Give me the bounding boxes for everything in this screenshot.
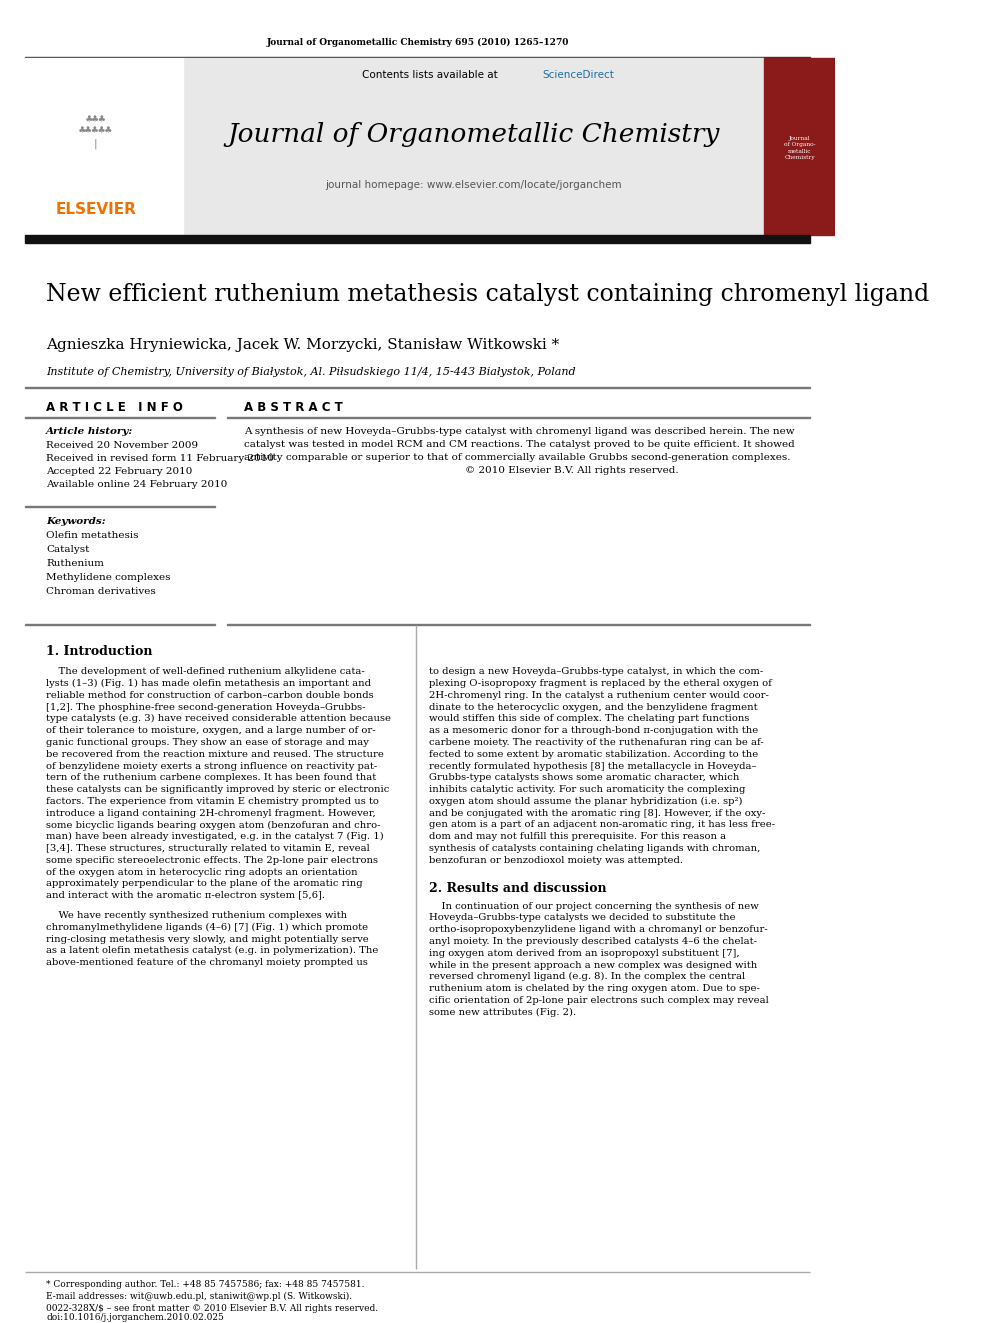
Text: inhibits catalytic activity. For such aromaticity the complexing: inhibits catalytic activity. For such ar… — [430, 785, 746, 794]
Text: recently formulated hypothesis [8] the metallacycle in Hoveyda–: recently formulated hypothesis [8] the m… — [430, 762, 757, 770]
Text: man) have been already investigated, e.g. in the catalyst 7 (Fig. 1): man) have been already investigated, e.g… — [47, 832, 384, 841]
Text: would stiffen this side of complex. The chelating part functions: would stiffen this side of complex. The … — [430, 714, 750, 724]
Text: dinate to the heterocyclic oxygen, and the benzylidene fragment: dinate to the heterocyclic oxygen, and t… — [430, 703, 758, 712]
Text: as a mesomeric donor for a through-bond π-conjugation with the: as a mesomeric donor for a through-bond … — [430, 726, 759, 736]
Bar — [25, 235, 809, 243]
Text: catalyst was tested in model RCM and CM reactions. The catalyst proved to be qui: catalyst was tested in model RCM and CM … — [244, 441, 795, 450]
Text: Received in revised form 11 February 2010: Received in revised form 11 February 201… — [47, 454, 275, 463]
Text: anyl moiety. In the previously described catalysts 4–6 the chelat-: anyl moiety. In the previously described… — [430, 937, 757, 946]
Text: and interact with the aromatic π-electron system [5,6].: and interact with the aromatic π-electro… — [47, 892, 325, 900]
Text: approximately perpendicular to the plane of the aromatic ring: approximately perpendicular to the plane… — [47, 880, 363, 889]
Text: 2. Results and discussion: 2. Results and discussion — [430, 881, 607, 894]
Text: doi:10.1016/j.jorganchem.2010.02.025: doi:10.1016/j.jorganchem.2010.02.025 — [47, 1312, 224, 1322]
Text: tern of the ruthenium carbene complexes. It has been found that: tern of the ruthenium carbene complexes.… — [47, 774, 377, 782]
Text: In continuation of our project concerning the synthesis of new: In continuation of our project concernin… — [430, 902, 759, 910]
Text: Journal of Organometallic Chemistry: Journal of Organometallic Chemistry — [228, 123, 720, 147]
Text: New efficient ruthenium metathesis catalyst containing chromenyl ligand: New efficient ruthenium metathesis catal… — [47, 283, 930, 307]
Text: ganic functional groups. They show an ease of storage and may: ganic functional groups. They show an ea… — [47, 738, 369, 747]
Text: benzofuran or benzodioxol moiety was attempted.: benzofuran or benzodioxol moiety was att… — [430, 856, 683, 865]
Text: ruthenium atom is chelated by the ring oxygen atom. Due to spe-: ruthenium atom is chelated by the ring o… — [430, 984, 760, 994]
Text: A B S T R A C T: A B S T R A C T — [244, 401, 343, 414]
Text: reliable method for construction of carbon–carbon double bonds: reliable method for construction of carb… — [47, 691, 374, 700]
Text: cific orientation of 2p-lone pair electrons such complex may reveal: cific orientation of 2p-lone pair electr… — [430, 996, 769, 1005]
Text: Ruthenium: Ruthenium — [47, 560, 104, 568]
Text: Accepted 22 February 2010: Accepted 22 February 2010 — [47, 467, 192, 476]
Bar — [764, 58, 835, 235]
Text: reversed chromenyl ligand (e.g. 8). In the complex the central: reversed chromenyl ligand (e.g. 8). In t… — [430, 972, 745, 982]
Text: ELSEVIER: ELSEVIER — [56, 202, 136, 217]
Text: A R T I C L E   I N F O: A R T I C L E I N F O — [47, 401, 184, 414]
Text: some new attributes (Fig. 2).: some new attributes (Fig. 2). — [430, 1008, 576, 1017]
Text: factors. The experience from vitamin E chemistry prompted us to: factors. The experience from vitamin E c… — [47, 796, 379, 806]
Text: Hoveyda–Grubbs-type catalysts we decided to substitute the: Hoveyda–Grubbs-type catalysts we decided… — [430, 913, 736, 922]
Text: fected to some extent by aromatic stabilization. According to the: fected to some extent by aromatic stabil… — [430, 750, 759, 758]
Text: ring-closing metathesis very slowly, and might potentially serve: ring-closing metathesis very slowly, and… — [47, 934, 369, 943]
Text: as a latent olefin metathesis catalyst (e.g. in polymerization). The: as a latent olefin metathesis catalyst (… — [47, 946, 379, 955]
Text: while in the present approach a new complex was designed with: while in the present approach a new comp… — [430, 960, 758, 970]
Text: synthesis of catalysts containing chelating ligands with chroman,: synthesis of catalysts containing chelat… — [430, 844, 761, 853]
Text: of their tolerance to moisture, oxygen, and a large number of or-: of their tolerance to moisture, oxygen, … — [47, 726, 376, 736]
Text: dom and may not fulfill this prerequisite. For this reason a: dom and may not fulfill this prerequisit… — [430, 832, 726, 841]
Text: these catalysts can be significantly improved by steric or electronic: these catalysts can be significantly imp… — [47, 785, 390, 794]
Text: © 2010 Elsevier B.V. All rights reserved.: © 2010 Elsevier B.V. All rights reserved… — [244, 466, 679, 475]
Text: Received 20 November 2009: Received 20 November 2009 — [47, 442, 198, 450]
Text: Article history:: Article history: — [47, 427, 134, 437]
Bar — [25, 58, 184, 235]
Text: carbene moiety. The reactivity of the ruthenafuran ring can be af-: carbene moiety. The reactivity of the ru… — [430, 738, 764, 747]
Text: ScienceDirect: ScienceDirect — [543, 70, 615, 79]
Text: A synthesis of new Hoveyda–Grubbs-type catalyst with chromenyl ligand was descri: A synthesis of new Hoveyda–Grubbs-type c… — [244, 427, 795, 437]
Text: Contents lists available at: Contents lists available at — [362, 70, 501, 79]
Text: gen atom is a part of an adjacent non-aromatic ring, it has less free-: gen atom is a part of an adjacent non-ar… — [430, 820, 776, 830]
Text: to design a new Hoveyda–Grubbs-type catalyst, in which the com-: to design a new Hoveyda–Grubbs-type cata… — [430, 667, 764, 676]
Text: Journal of Organometallic Chemistry 695 (2010) 1265–1270: Journal of Organometallic Chemistry 695 … — [266, 37, 568, 46]
Text: some specific stereoelectronic effects. The 2p-lone pair electrons: some specific stereoelectronic effects. … — [47, 856, 378, 865]
Bar — [184, 58, 764, 235]
Text: Institute of Chemistry, University of Białystok, Al. Piłsudskiego 11/4, 15-443 B: Institute of Chemistry, University of Bi… — [47, 366, 576, 377]
Text: ing oxygen atom derived from an isopropoxyl substituent [7],: ing oxygen atom derived from an isopropo… — [430, 949, 740, 958]
Text: lysts (1–3) (Fig. 1) has made olefin metathesis an important and: lysts (1–3) (Fig. 1) has made olefin met… — [47, 679, 371, 688]
Text: Agnieszka Hryniewicka, Jacek W. Morzycki, Stanisław Witkowski *: Agnieszka Hryniewicka, Jacek W. Morzycki… — [47, 337, 559, 352]
Text: be recovered from the reaction mixture and reused. The structure: be recovered from the reaction mixture a… — [47, 750, 384, 758]
Text: 0022-328X/$ – see front matter © 2010 Elsevier B.V. All rights reserved.: 0022-328X/$ – see front matter © 2010 El… — [47, 1304, 378, 1312]
Text: 1. Introduction: 1. Introduction — [47, 646, 153, 658]
Text: Catalyst: Catalyst — [47, 545, 89, 554]
Text: above-mentioned feature of the chromanyl moiety prompted us: above-mentioned feature of the chromanyl… — [47, 958, 368, 967]
Text: Available online 24 February 2010: Available online 24 February 2010 — [47, 480, 228, 490]
Text: chromanylmethylidene ligands (4–6) [7] (Fig. 1) which promote: chromanylmethylidene ligands (4–6) [7] (… — [47, 922, 368, 931]
Text: Journal
of Organo-
metallic
Chemistry: Journal of Organo- metallic Chemistry — [784, 135, 815, 160]
Text: Grubbs-type catalysts shows some aromatic character, which: Grubbs-type catalysts shows some aromati… — [430, 774, 740, 782]
Text: of the oxygen atom in heterocyclic ring adopts an orientation: of the oxygen atom in heterocyclic ring … — [47, 868, 358, 877]
Text: introduce a ligand containing 2H-chromenyl fragment. However,: introduce a ligand containing 2H-chromen… — [47, 808, 376, 818]
Text: type catalysts (e.g. 3) have received considerable attention because: type catalysts (e.g. 3) have received co… — [47, 714, 391, 724]
Text: E-mail addresses: wit@uwb.edu.pl, staniwit@wp.pl (S. Witkowski).: E-mail addresses: wit@uwb.edu.pl, staniw… — [47, 1291, 352, 1301]
Text: some bicyclic ligands bearing oxygen atom (benzofuran and chro-: some bicyclic ligands bearing oxygen ato… — [47, 820, 381, 830]
Text: of benzylidene moiety exerts a strong influence on reactivity pat-: of benzylidene moiety exerts a strong in… — [47, 762, 378, 770]
Text: We have recently synthesized ruthenium complexes with: We have recently synthesized ruthenium c… — [47, 912, 347, 919]
Text: activity comparable or superior to that of commercially available Grubbs second-: activity comparable or superior to that … — [244, 454, 791, 462]
Text: The development of well-defined ruthenium alkylidene cata-: The development of well-defined rutheniu… — [47, 667, 365, 676]
Text: ♣♣♣
♣♣♣♣♣
  |: ♣♣♣ ♣♣♣♣♣ | — [79, 115, 113, 148]
Text: [1,2]. The phosphine-free second-generation Hoveyda–Grubbs-: [1,2]. The phosphine-free second-generat… — [47, 703, 366, 712]
Text: Methylidene complexes: Methylidene complexes — [47, 573, 171, 582]
Text: and be conjugated with the aromatic ring [8]. However, if the oxy-: and be conjugated with the aromatic ring… — [430, 808, 766, 818]
Text: journal homepage: www.elsevier.com/locate/jorganchem: journal homepage: www.elsevier.com/locat… — [325, 180, 622, 191]
Text: ortho-isopropoxybenzylidene ligand with a chromanyl or benzofur-: ortho-isopropoxybenzylidene ligand with … — [430, 925, 768, 934]
Text: 2H-chromenyl ring. In the catalyst a ruthenium center would coor-: 2H-chromenyl ring. In the catalyst a rut… — [430, 691, 769, 700]
Text: [3,4]. These structures, structurally related to vitamin E, reveal: [3,4]. These structures, structurally re… — [47, 844, 370, 853]
Text: Keywords:: Keywords: — [47, 517, 106, 527]
Text: Olefin metathesis: Olefin metathesis — [47, 532, 139, 540]
Text: oxygen atom should assume the planar hybridization (i.e. sp²): oxygen atom should assume the planar hyb… — [430, 796, 743, 806]
Text: plexing O-isopropoxy fragment is replaced by the etheral oxygen of: plexing O-isopropoxy fragment is replace… — [430, 679, 772, 688]
Text: * Corresponding author. Tel.: +48 85 7457586; fax: +48 85 7457581.: * Corresponding author. Tel.: +48 85 745… — [47, 1279, 365, 1289]
Text: Chroman derivatives: Chroman derivatives — [47, 587, 156, 597]
